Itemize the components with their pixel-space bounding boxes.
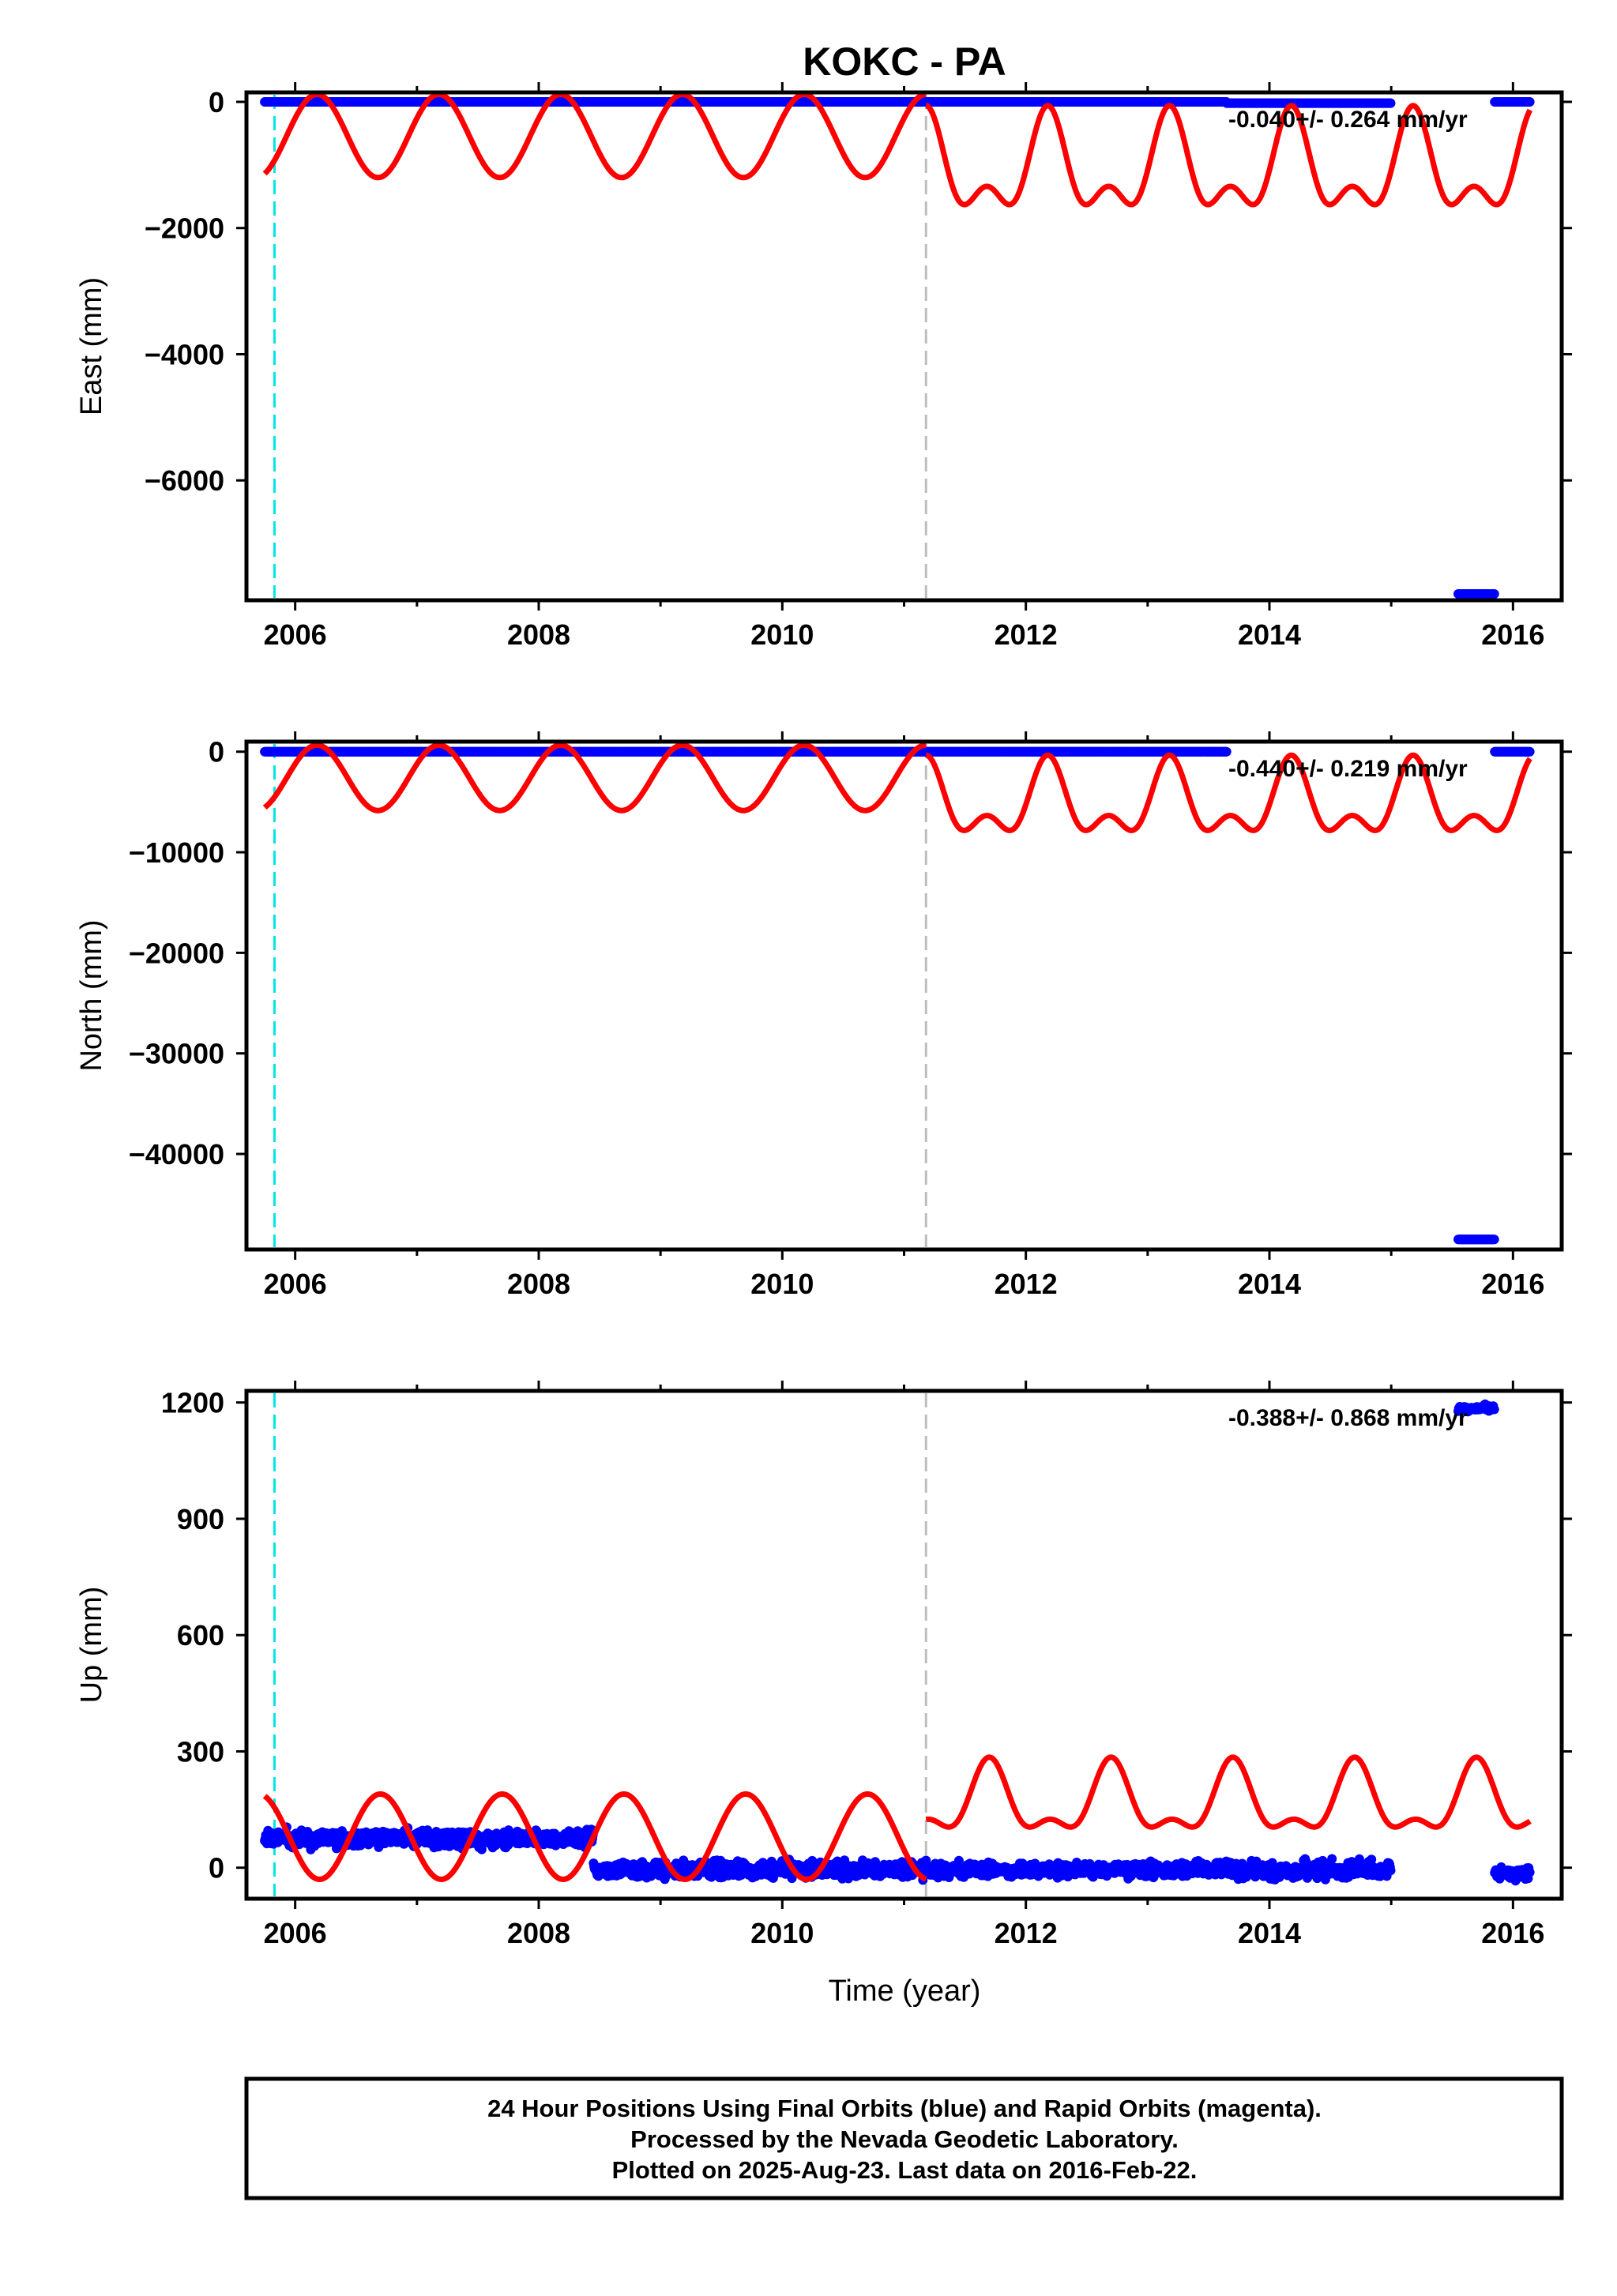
north-plot-frame: [246, 742, 1562, 1249]
east-panel: 2006 2008 2010 2012 2014 2016 0 −2000 −4000 −6000…: [75, 82, 1572, 651]
east-x-tick-label: 2010: [750, 618, 814, 651]
north-y-tick-label: −40000: [129, 1138, 224, 1171]
east-y-tick-label: −6000: [145, 464, 224, 497]
north-x-tick-label: 2010: [750, 1268, 814, 1300]
north-x-tick-label: 2008: [507, 1268, 570, 1300]
east-y-tick-label: −2000: [145, 212, 224, 245]
east-y-axis-label: East (mm): [75, 277, 108, 415]
east-plot-frame: [246, 92, 1562, 600]
east-point: [1490, 589, 1499, 599]
north-y-tick-label: −20000: [129, 937, 224, 969]
north-x-tick-label: 2014: [1238, 1268, 1301, 1300]
east-y-tick-label: 0: [209, 86, 224, 118]
east-x-tick-label: 2016: [1481, 618, 1544, 651]
north-x-tick-label: 2006: [264, 1268, 327, 1300]
chart-title: KOKC - PA: [803, 39, 1006, 84]
north-panel: 2006 2008 2010 2012 2014 2016 0 −10000 −20000 −30…: [75, 731, 1572, 1300]
east-points: [260, 97, 1535, 599]
east-x-tick-label: 2014: [1238, 618, 1301, 651]
north-y-axis-label: North (mm): [75, 919, 108, 1071]
east-model-curve: [265, 94, 926, 177]
north-y-tick-label: 0: [209, 736, 224, 768]
north-x-tick-label: 2016: [1481, 1268, 1544, 1300]
east-point: [1525, 97, 1535, 107]
up-points: [260, 1400, 1535, 1885]
north-point: [1525, 747, 1535, 757]
north-rate-annotation: -0.440+/- 0.219 mm/yr: [1228, 756, 1468, 782]
east-x-tick-label: 2006: [264, 618, 327, 651]
east-rate-annotation: -0.040+/- 0.264 mm/yr: [1228, 107, 1468, 133]
north-point: [1222, 747, 1232, 757]
north-y-tick-label: −30000: [129, 1038, 224, 1070]
east-x-tick-label: 2012: [995, 618, 1058, 651]
north-x-tick-label: 2012: [995, 1268, 1058, 1300]
east-x-tick-label: 2008: [507, 618, 570, 651]
east-y-tick-label: −4000: [145, 338, 224, 370]
north-y-tick-label: −10000: [129, 836, 224, 869]
north-point: [1490, 1234, 1499, 1244]
